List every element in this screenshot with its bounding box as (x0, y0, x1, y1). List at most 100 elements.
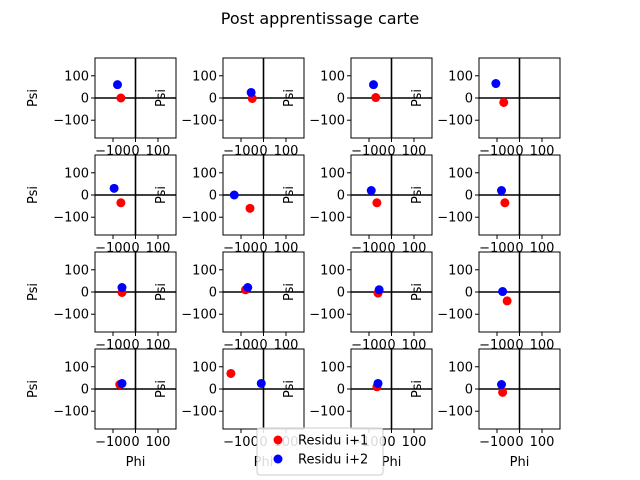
point-residu-i2 (117, 378, 127, 388)
y-tick-label: 0 (337, 286, 345, 301)
x-tick-label: 100 (530, 435, 555, 450)
y-tick-label: −100 (309, 114, 345, 129)
y-axis-label: Psi (154, 283, 169, 301)
point-residu-i2 (256, 378, 266, 388)
y-axis-label: Psi (26, 89, 41, 107)
y-axis-label: Psi (282, 380, 297, 398)
x-tick-label: 0 (131, 435, 139, 450)
point-residu-i2 (497, 380, 506, 390)
legend-box (256, 427, 384, 476)
y-axis-label: Psi (26, 186, 41, 204)
point-residu-i1 (116, 93, 126, 103)
y-tick-label: 100 (320, 166, 345, 181)
y-tick-label: 0 (81, 286, 89, 301)
point-residu-i1 (371, 93, 381, 103)
point-residu-i2 (113, 80, 122, 90)
y-tick-label: 0 (465, 383, 473, 398)
point-residu-i1 (372, 198, 382, 208)
point-residu-i2 (497, 186, 506, 196)
x-tick-label: 0 (131, 241, 139, 256)
y-tick-label: 100 (64, 263, 89, 278)
y-tick-label: 100 (320, 360, 345, 375)
y-tick-label: −100 (437, 114, 473, 129)
legend: Residu i+1 Residu i+2 (256, 427, 384, 476)
y-tick-label: 100 (320, 69, 345, 84)
y-axis-label: Psi (410, 283, 425, 301)
x-tick-label: 0 (387, 338, 395, 353)
x-tick-label: −100 (95, 435, 131, 450)
y-tick-label: 100 (448, 263, 473, 278)
x-tick-label: 0 (515, 338, 523, 353)
x-tick-label: 0 (131, 338, 139, 353)
point-residu-i2 (243, 283, 253, 293)
y-axis-label: Psi (26, 380, 41, 398)
point-residu-i1 (245, 203, 255, 213)
y-axis-label: Psi (410, 89, 425, 107)
y-tick-label: 0 (81, 92, 89, 107)
y-tick-label: −100 (437, 211, 473, 226)
figure-title: Post apprentissage carte (221, 9, 419, 28)
y-axis-label: Psi (154, 380, 169, 398)
y-tick-label: −100 (53, 211, 89, 226)
y-tick-label: 0 (337, 189, 345, 204)
y-tick-label: 100 (64, 69, 89, 84)
point-residu-i1 (116, 198, 126, 208)
x-tick-label: 0 (515, 144, 523, 159)
x-tick-label: 0 (515, 241, 523, 256)
legend-marker (273, 435, 283, 445)
y-tick-label: 0 (465, 286, 473, 301)
y-tick-label: −100 (309, 308, 345, 323)
point-residu-i2 (109, 183, 119, 193)
x-tick-label: −100 (479, 435, 515, 450)
point-residu-i2 (369, 80, 378, 90)
point-residu-i2 (491, 79, 501, 89)
y-tick-label: 0 (465, 189, 473, 204)
x-tick-label: 0 (387, 435, 395, 450)
y-tick-label: 0 (465, 92, 473, 107)
y-tick-label: −100 (181, 308, 217, 323)
y-tick-label: 100 (320, 263, 345, 278)
y-tick-label: −100 (437, 405, 473, 420)
y-tick-label: −100 (309, 405, 345, 420)
point-residu-i1 (498, 387, 508, 397)
y-tick-label: 100 (448, 360, 473, 375)
y-tick-label: −100 (53, 405, 89, 420)
y-tick-label: 0 (337, 383, 345, 398)
x-tick-label: 0 (387, 241, 395, 256)
y-tick-label: 100 (192, 69, 217, 84)
y-tick-label: 0 (209, 92, 217, 107)
point-residu-i2 (498, 287, 508, 297)
y-tick-label: −100 (309, 211, 345, 226)
x-axis-label: Phi (510, 455, 530, 470)
x-tick-label: 0 (387, 144, 395, 159)
x-tick-label: 0 (259, 241, 267, 256)
y-tick-label: 0 (209, 189, 217, 204)
y-axis-label: Psi (410, 186, 425, 204)
y-tick-label: 100 (192, 360, 217, 375)
y-tick-label: 100 (192, 263, 217, 278)
y-tick-label: −100 (181, 211, 217, 226)
point-residu-i2 (374, 285, 384, 295)
y-tick-label: 100 (64, 360, 89, 375)
point-residu-i2 (373, 378, 383, 388)
y-tick-label: 100 (192, 166, 217, 181)
point-residu-i2 (117, 283, 127, 293)
x-tick-label: 0 (131, 144, 139, 159)
x-tick-label: 100 (146, 435, 171, 450)
y-tick-label: 100 (448, 166, 473, 181)
legend-marker (273, 454, 283, 464)
y-axis-label: Psi (282, 283, 297, 301)
point-residu-i1 (502, 296, 512, 306)
y-tick-label: 100 (64, 166, 89, 181)
